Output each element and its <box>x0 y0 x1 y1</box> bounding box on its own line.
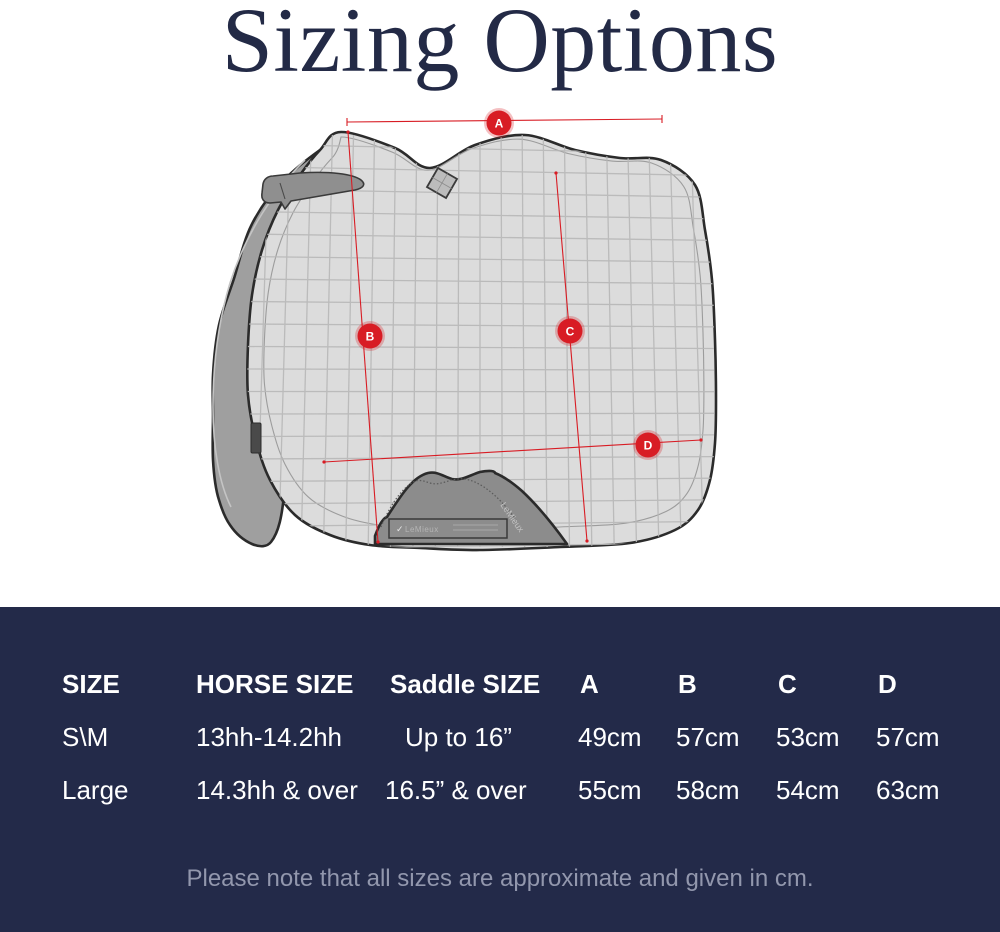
svg-text:D: D <box>644 438 653 452</box>
svg-text:LeMieux: LeMieux <box>405 525 439 534</box>
svg-text:B: B <box>366 329 375 343</box>
svg-text:A: A <box>495 116 504 130</box>
svg-text:C: C <box>566 324 575 338</box>
svg-text:✓: ✓ <box>396 524 404 534</box>
